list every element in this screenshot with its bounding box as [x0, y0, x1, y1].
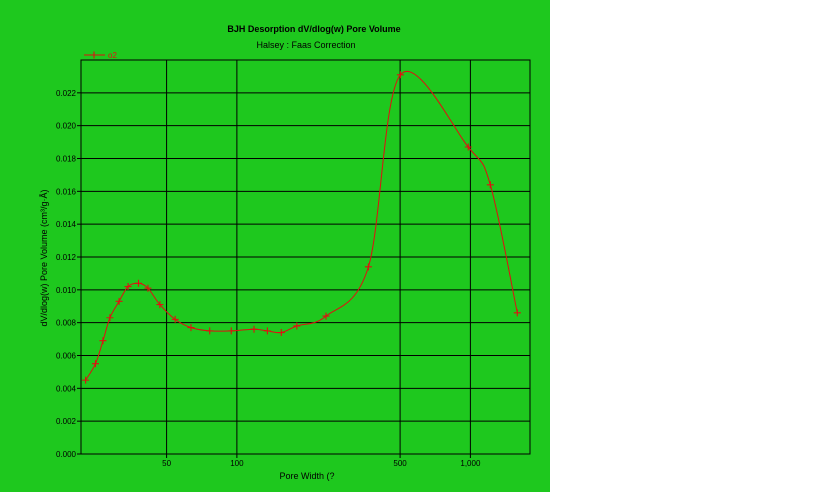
- data-point: [115, 297, 123, 305]
- y-tick-label: 0.012: [56, 253, 77, 262]
- y-tick-label: 0.014: [56, 220, 77, 229]
- chart: BJH Desorption dV/dlog(w) Pore Volume Ha…: [39, 24, 531, 481]
- data-point: [91, 360, 99, 368]
- x-axis-label: Pore Width (?: [279, 471, 334, 481]
- data-point: [250, 325, 258, 333]
- y-tick-label: 0.016: [56, 187, 77, 196]
- x-tick-label: 50: [162, 459, 171, 468]
- chart-subtitle: Halsey : Faas Correction: [256, 40, 355, 50]
- grid-layer: [77, 60, 530, 458]
- series-line: [85, 71, 518, 381]
- data-point: [156, 301, 164, 309]
- data-point: [364, 263, 372, 271]
- data-point: [99, 337, 107, 345]
- x-tick-label: 1,000: [460, 459, 481, 468]
- chart-title: BJH Desorption dV/dlog(w) Pore Volume: [227, 24, 400, 34]
- y-tick-label: 0.006: [56, 352, 77, 361]
- data-point: [486, 181, 494, 189]
- y-tick-label: 0.004: [56, 384, 77, 393]
- data-point: [513, 309, 521, 317]
- y-tick-label: 0.002: [56, 417, 77, 426]
- data-point: [187, 324, 195, 332]
- data-point: [293, 322, 301, 330]
- y-axis-label: dV/dlog(w) Pore Volume (cm³/g·Å): [39, 189, 49, 326]
- data-point: [82, 376, 90, 384]
- data-point: [396, 71, 404, 79]
- data-point: [277, 329, 285, 337]
- legend-label: o2: [108, 51, 117, 60]
- data-point: [263, 327, 271, 335]
- legend-marker: [90, 51, 98, 59]
- tick-labels: 0.000 0.002 0.004 0.006 0.008 0.010 0.012 0.014…: [56, 89, 481, 468]
- data-point: [124, 283, 132, 291]
- y-tick-label: 0.010: [56, 286, 77, 295]
- data-point: [227, 327, 235, 335]
- legend: o2: [84, 51, 117, 60]
- data-point: [134, 279, 142, 287]
- y-tick-label: 0.020: [56, 122, 77, 131]
- y-tick-label: 0.022: [56, 89, 77, 98]
- chart-panel: [0, 0, 550, 492]
- data-point: [322, 312, 330, 320]
- x-tick-label: 500: [393, 459, 407, 468]
- y-tick-label: 0.018: [56, 155, 77, 164]
- series-layer: [82, 71, 521, 384]
- data-point: [144, 284, 152, 292]
- y-tick-label: 0.008: [56, 319, 77, 328]
- x-tick-label: 100: [230, 459, 244, 468]
- data-point: [171, 315, 179, 323]
- data-point: [464, 143, 472, 151]
- data-point: [206, 327, 214, 335]
- y-tick-label: 0.000: [56, 450, 77, 459]
- plot-frame: [80, 59, 531, 455]
- data-point: [106, 314, 114, 322]
